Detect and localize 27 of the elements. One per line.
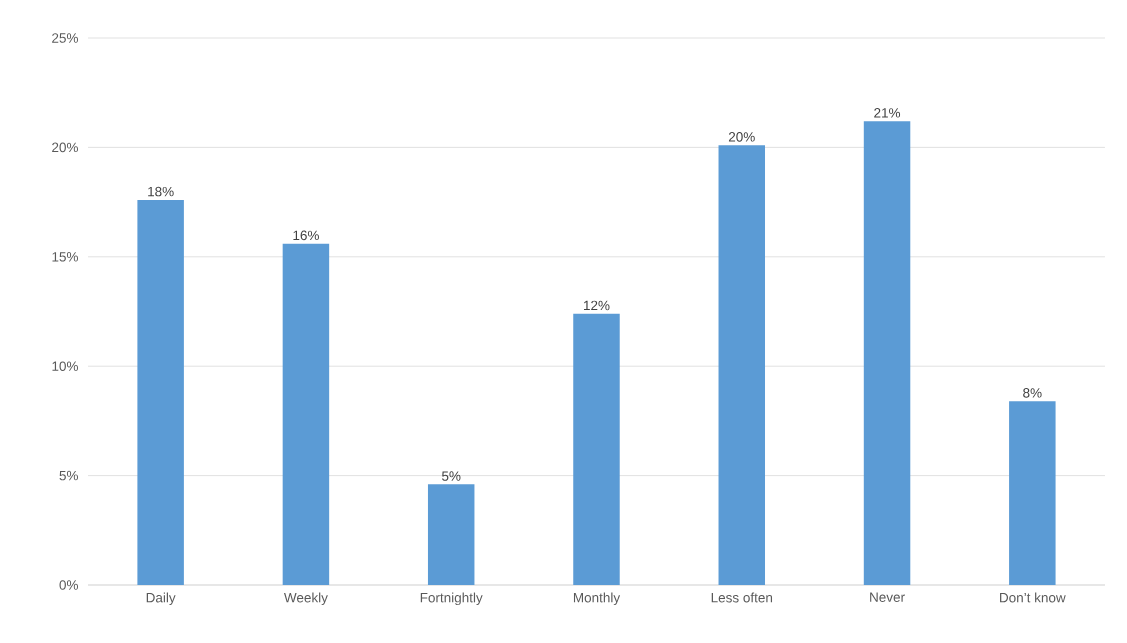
data-label: 5% [441, 471, 461, 481]
x-tick-label: Daily [146, 592, 176, 606]
data-label: 20% [728, 132, 755, 142]
data-label: 16% [293, 230, 319, 241]
x-tick-label: Never [870, 592, 905, 602]
bar [863, 121, 911, 585]
data-label: 8% [1023, 388, 1042, 398]
data-label: 12% [584, 300, 610, 311]
x-tick-label: Don’t know [1000, 592, 1066, 603]
x-tick-label: Less often [711, 592, 773, 603]
y-tick-label: 15% [52, 252, 78, 262]
y-tick-label: 10% [52, 361, 78, 371]
bar [137, 199, 184, 585]
x-tick-label: Monthly [573, 592, 621, 606]
x-tick-label: Fortnightly [420, 592, 483, 606]
bar [427, 484, 475, 585]
y-tick-label: 5% [59, 470, 78, 481]
x-tick-label: Weekly [283, 592, 328, 606]
bar [718, 145, 766, 585]
y-tick-label: 0% [59, 580, 78, 590]
data-label: 21% [874, 108, 901, 118]
y-tick-label: 25% [52, 33, 78, 43]
bar [573, 313, 620, 585]
bar [282, 243, 330, 585]
data-label: 18% [148, 186, 174, 197]
bar [1009, 401, 1056, 585]
y-tick-label: 20% [52, 142, 78, 153]
